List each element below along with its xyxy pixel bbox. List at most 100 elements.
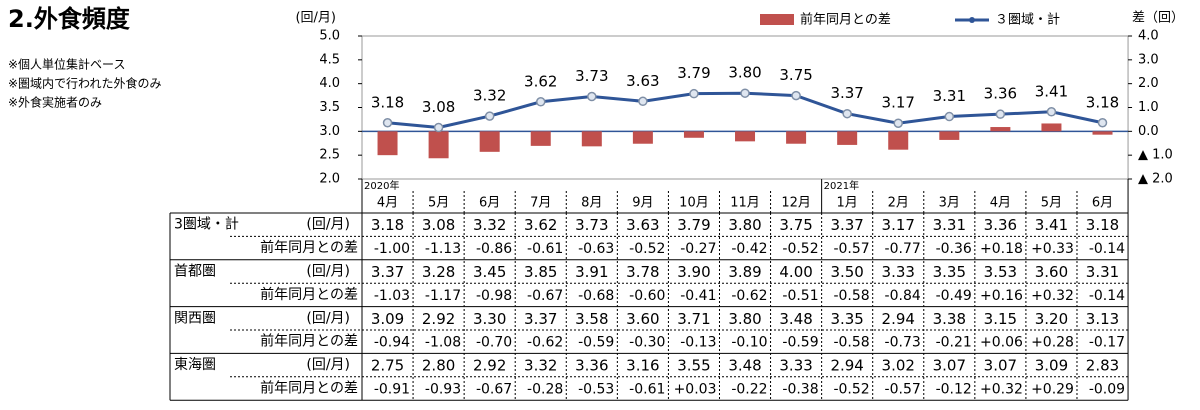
cell: -0.49 bbox=[936, 288, 972, 304]
plot-area bbox=[361, 35, 1129, 180]
marker bbox=[689, 88, 699, 99]
bar bbox=[735, 131, 756, 142]
cell: 3.60 bbox=[1035, 263, 1068, 281]
marker bbox=[740, 88, 750, 98]
cell: -0.14 bbox=[1089, 288, 1125, 304]
cell: 3.38 bbox=[933, 310, 966, 328]
cell: 2.92 bbox=[473, 357, 506, 375]
cell: 3.31 bbox=[1086, 263, 1119, 281]
x-tick-label: 10月 bbox=[679, 196, 709, 211]
cell: -0.62 bbox=[527, 335, 563, 351]
cell: -0.10 bbox=[731, 335, 767, 351]
bar bbox=[990, 127, 1011, 132]
cell: -0.58 bbox=[833, 288, 869, 304]
data-label: 3.36 bbox=[984, 85, 1017, 103]
cell: -0.14 bbox=[1089, 241, 1125, 257]
cell: -0.84 bbox=[885, 288, 921, 304]
cell: -0.36 bbox=[936, 241, 972, 257]
bar bbox=[939, 131, 960, 140]
cell: -0.12 bbox=[936, 382, 972, 398]
cell: 3.36 bbox=[984, 216, 1017, 234]
cell: 3.48 bbox=[728, 357, 761, 375]
cell: -0.93 bbox=[425, 382, 461, 398]
cell: +0.32 bbox=[1031, 288, 1074, 304]
data-label: 3.62 bbox=[524, 72, 557, 90]
cell: 3.33 bbox=[779, 357, 812, 375]
cell: 3.36 bbox=[575, 357, 608, 375]
cell: 3.09 bbox=[371, 310, 404, 328]
cell: -0.52 bbox=[782, 241, 818, 257]
cell: 3.45 bbox=[473, 263, 506, 281]
cell: +0.06 bbox=[980, 335, 1023, 351]
marker bbox=[1046, 107, 1057, 117]
cell: -0.13 bbox=[680, 335, 716, 351]
bar bbox=[786, 131, 807, 144]
cell: 3.20 bbox=[1035, 310, 1068, 328]
cell: 3.75 bbox=[779, 216, 812, 234]
row-name: 関西圏 bbox=[174, 310, 216, 326]
data-label: 3.32 bbox=[473, 87, 506, 105]
row-name: 首都圏 bbox=[174, 264, 216, 280]
cell: 2.80 bbox=[422, 357, 455, 375]
cell: 3.78 bbox=[626, 263, 659, 281]
cell: -0.09 bbox=[1089, 382, 1125, 398]
note: ※外食実施者のみ bbox=[8, 95, 102, 110]
bar bbox=[1092, 131, 1113, 135]
cell: -0.38 bbox=[782, 382, 818, 398]
y-axis-label: (回/月) bbox=[295, 11, 336, 26]
cell: 3.60 bbox=[626, 310, 659, 328]
data-label: 3.63 bbox=[626, 72, 659, 90]
bar bbox=[479, 131, 500, 152]
y-tick-label: 4.0 bbox=[319, 76, 340, 91]
cell: -0.70 bbox=[476, 335, 512, 351]
x-tick-label: 5月 bbox=[1041, 196, 1062, 211]
x-tick-label: 2月 bbox=[888, 196, 909, 211]
cell: -0.51 bbox=[782, 288, 818, 304]
cell: 3.32 bbox=[473, 216, 506, 234]
data-label: 3.17 bbox=[882, 94, 915, 112]
x-tick-label: 8月 bbox=[581, 196, 602, 211]
y-tick-label: 2.0 bbox=[319, 172, 340, 187]
cell: 3.90 bbox=[677, 263, 710, 281]
cell: 3.89 bbox=[728, 263, 761, 281]
cell: 2.94 bbox=[830, 357, 863, 375]
cell: +0.28 bbox=[1031, 335, 1074, 351]
cell: 3.63 bbox=[626, 216, 659, 234]
y2-tick-label: 3.0 bbox=[1138, 52, 1159, 67]
cell: 3.37 bbox=[524, 310, 557, 328]
period-label: 2020年 bbox=[364, 179, 399, 192]
data-label: 3.31 bbox=[933, 87, 966, 105]
cell: 3.37 bbox=[830, 216, 863, 234]
y-tick-label: 4.5 bbox=[319, 52, 340, 67]
cell: -0.57 bbox=[833, 241, 869, 257]
data-label: 3.18 bbox=[1086, 93, 1119, 111]
bar bbox=[683, 131, 704, 138]
bar bbox=[530, 131, 551, 146]
cell: -0.52 bbox=[629, 241, 665, 257]
cell: -0.63 bbox=[578, 241, 614, 257]
cell: -0.67 bbox=[476, 382, 512, 398]
cell: +0.29 bbox=[1031, 382, 1074, 398]
cell: -0.21 bbox=[936, 335, 972, 351]
y2-tick-label: 2.0 bbox=[1138, 76, 1159, 91]
row-unit: (回/月) bbox=[306, 217, 350, 233]
marker bbox=[382, 118, 393, 128]
chart-title: 2.外食頻度 bbox=[8, 5, 131, 33]
x-tick-label: 3月 bbox=[939, 196, 960, 211]
data-label: 3.79 bbox=[677, 64, 710, 82]
cell: -0.62 bbox=[731, 288, 767, 304]
cell: 3.07 bbox=[933, 357, 966, 375]
cell: 3.18 bbox=[1086, 216, 1119, 234]
cell: 3.09 bbox=[1035, 357, 1068, 375]
x-tick-label: 6月 bbox=[1092, 196, 1113, 211]
data-label: 3.41 bbox=[1035, 82, 1068, 100]
cell: -0.53 bbox=[578, 382, 614, 398]
cell: -0.61 bbox=[629, 382, 665, 398]
y2-tick-label: 1.0 bbox=[1138, 100, 1159, 115]
row-unit: (回/月) bbox=[306, 264, 350, 280]
legend-swatch bbox=[760, 14, 794, 25]
bar bbox=[1041, 123, 1062, 132]
cell: -0.91 bbox=[374, 382, 410, 398]
bar bbox=[428, 131, 449, 159]
